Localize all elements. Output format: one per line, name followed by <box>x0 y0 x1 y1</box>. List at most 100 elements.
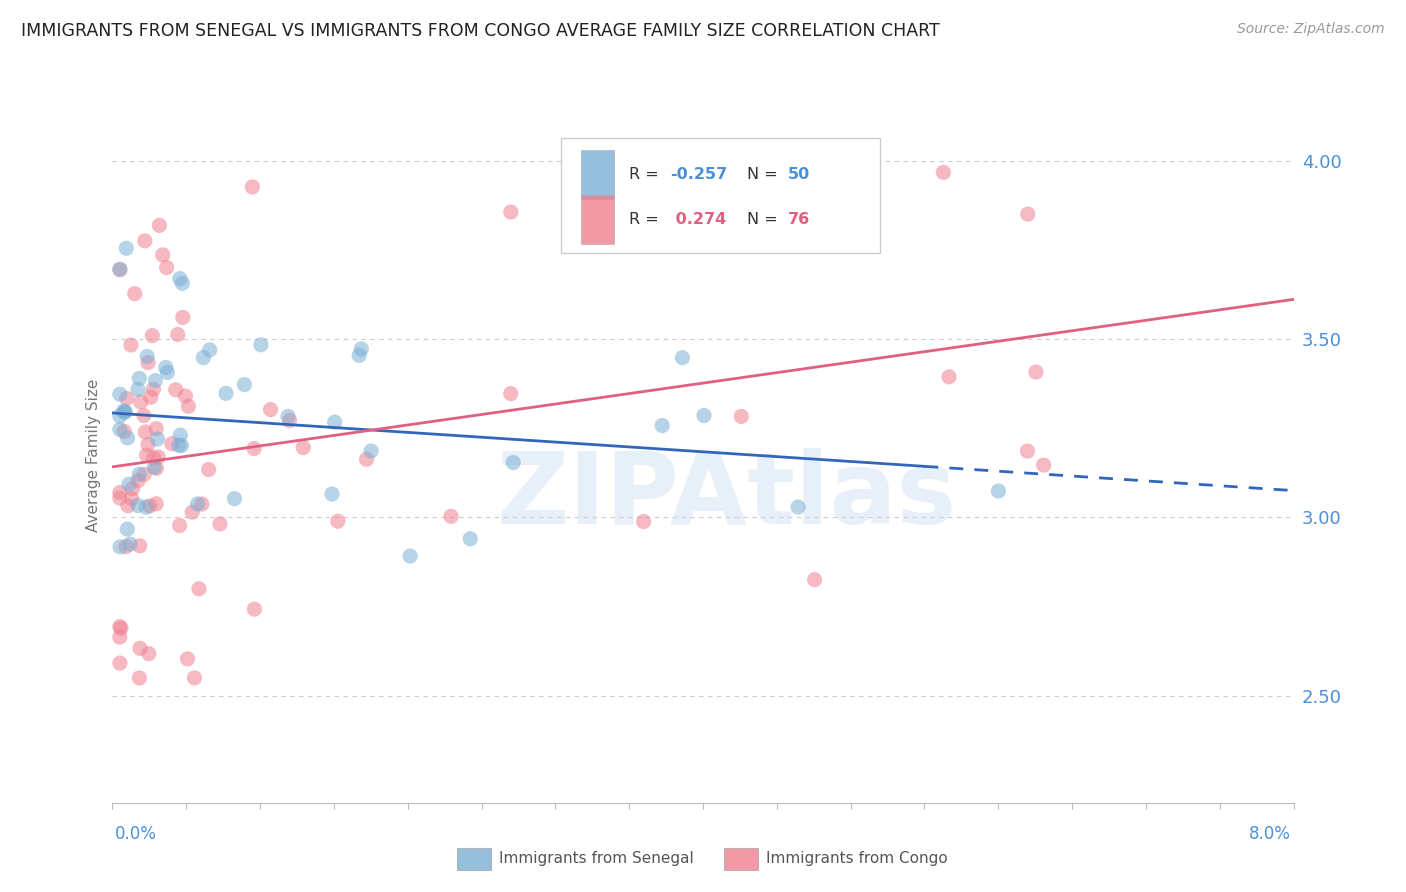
Point <box>243 602 266 616</box>
Point <box>146 432 169 446</box>
Point <box>671 351 693 365</box>
Point <box>730 409 752 424</box>
Point <box>166 327 188 342</box>
Point <box>197 462 219 476</box>
Point <box>499 205 522 219</box>
Point <box>114 405 136 419</box>
Point <box>155 360 177 375</box>
Point <box>191 497 214 511</box>
Text: 0.274: 0.274 <box>669 212 725 227</box>
Point <box>127 382 149 396</box>
Point <box>136 350 159 364</box>
Point <box>170 438 193 452</box>
Point <box>127 499 149 513</box>
Point <box>803 573 825 587</box>
Point <box>169 428 191 442</box>
Point <box>208 516 231 531</box>
Point <box>347 348 370 362</box>
Point <box>277 409 299 424</box>
Point <box>240 180 263 194</box>
Point <box>135 448 157 462</box>
Point <box>165 383 187 397</box>
Point <box>138 647 160 661</box>
Point <box>356 452 378 467</box>
Point <box>1017 207 1039 221</box>
Point <box>224 491 246 506</box>
Point <box>134 234 156 248</box>
Point <box>502 456 524 470</box>
Point <box>120 338 142 352</box>
Point <box>399 549 422 563</box>
Point <box>136 356 159 370</box>
Bar <box>581 150 614 199</box>
Point <box>108 491 131 505</box>
Point <box>117 431 139 445</box>
Point <box>1017 444 1039 458</box>
Point <box>181 505 204 519</box>
Text: Source: ZipAtlas.com: Source: ZipAtlas.com <box>1237 22 1385 37</box>
Point <box>259 402 281 417</box>
Point <box>115 540 138 554</box>
Point <box>987 484 1010 499</box>
Point <box>120 537 142 551</box>
Point <box>440 509 463 524</box>
Point <box>187 497 209 511</box>
Point <box>458 532 481 546</box>
Bar <box>581 195 614 244</box>
Point <box>143 374 166 388</box>
Text: 0.0%: 0.0% <box>115 825 157 843</box>
Point <box>108 630 131 644</box>
Text: 50: 50 <box>787 167 810 182</box>
Point <box>624 217 647 231</box>
Point <box>108 387 131 401</box>
Point <box>142 382 165 396</box>
Point <box>114 405 136 419</box>
Point <box>187 582 209 596</box>
Point <box>323 415 346 429</box>
Point <box>278 413 301 427</box>
Point <box>108 262 131 277</box>
Point <box>141 328 163 343</box>
Point <box>360 444 382 458</box>
Point <box>115 392 138 406</box>
Point <box>292 441 315 455</box>
Point <box>177 399 200 413</box>
Point <box>124 286 146 301</box>
Point <box>1025 365 1047 379</box>
Point <box>174 389 197 403</box>
Point <box>172 277 194 291</box>
Point <box>121 482 143 496</box>
Point <box>108 540 131 554</box>
Point <box>129 395 152 409</box>
Text: IMMIGRANTS FROM SENEGAL VS IMMIGRANTS FROM CONGO AVERAGE FAMILY SIZE CORRELATION: IMMIGRANTS FROM SENEGAL VS IMMIGRANTS FR… <box>21 22 939 40</box>
Point <box>108 619 131 633</box>
Point <box>176 652 198 666</box>
Text: 76: 76 <box>787 212 810 227</box>
Point <box>326 514 349 528</box>
Point <box>132 409 155 423</box>
Point <box>117 522 139 536</box>
Text: R =: R = <box>628 212 664 227</box>
Text: ZIPAtlas: ZIPAtlas <box>496 448 956 545</box>
Point <box>198 343 221 357</box>
Point <box>156 260 179 275</box>
Point <box>938 369 960 384</box>
Point <box>183 671 205 685</box>
Point <box>145 497 167 511</box>
Point <box>108 409 131 423</box>
Point <box>115 241 138 255</box>
Point <box>136 437 159 451</box>
Point <box>169 518 191 533</box>
Text: R =: R = <box>628 167 664 182</box>
Point <box>693 409 716 423</box>
Point <box>110 621 132 635</box>
Point <box>932 165 955 179</box>
Point <box>152 248 174 262</box>
Point <box>117 499 139 513</box>
Point <box>172 310 194 325</box>
Point <box>142 450 165 465</box>
Point <box>787 500 810 514</box>
Point <box>156 366 179 380</box>
Point <box>112 404 135 418</box>
Point <box>108 485 131 500</box>
